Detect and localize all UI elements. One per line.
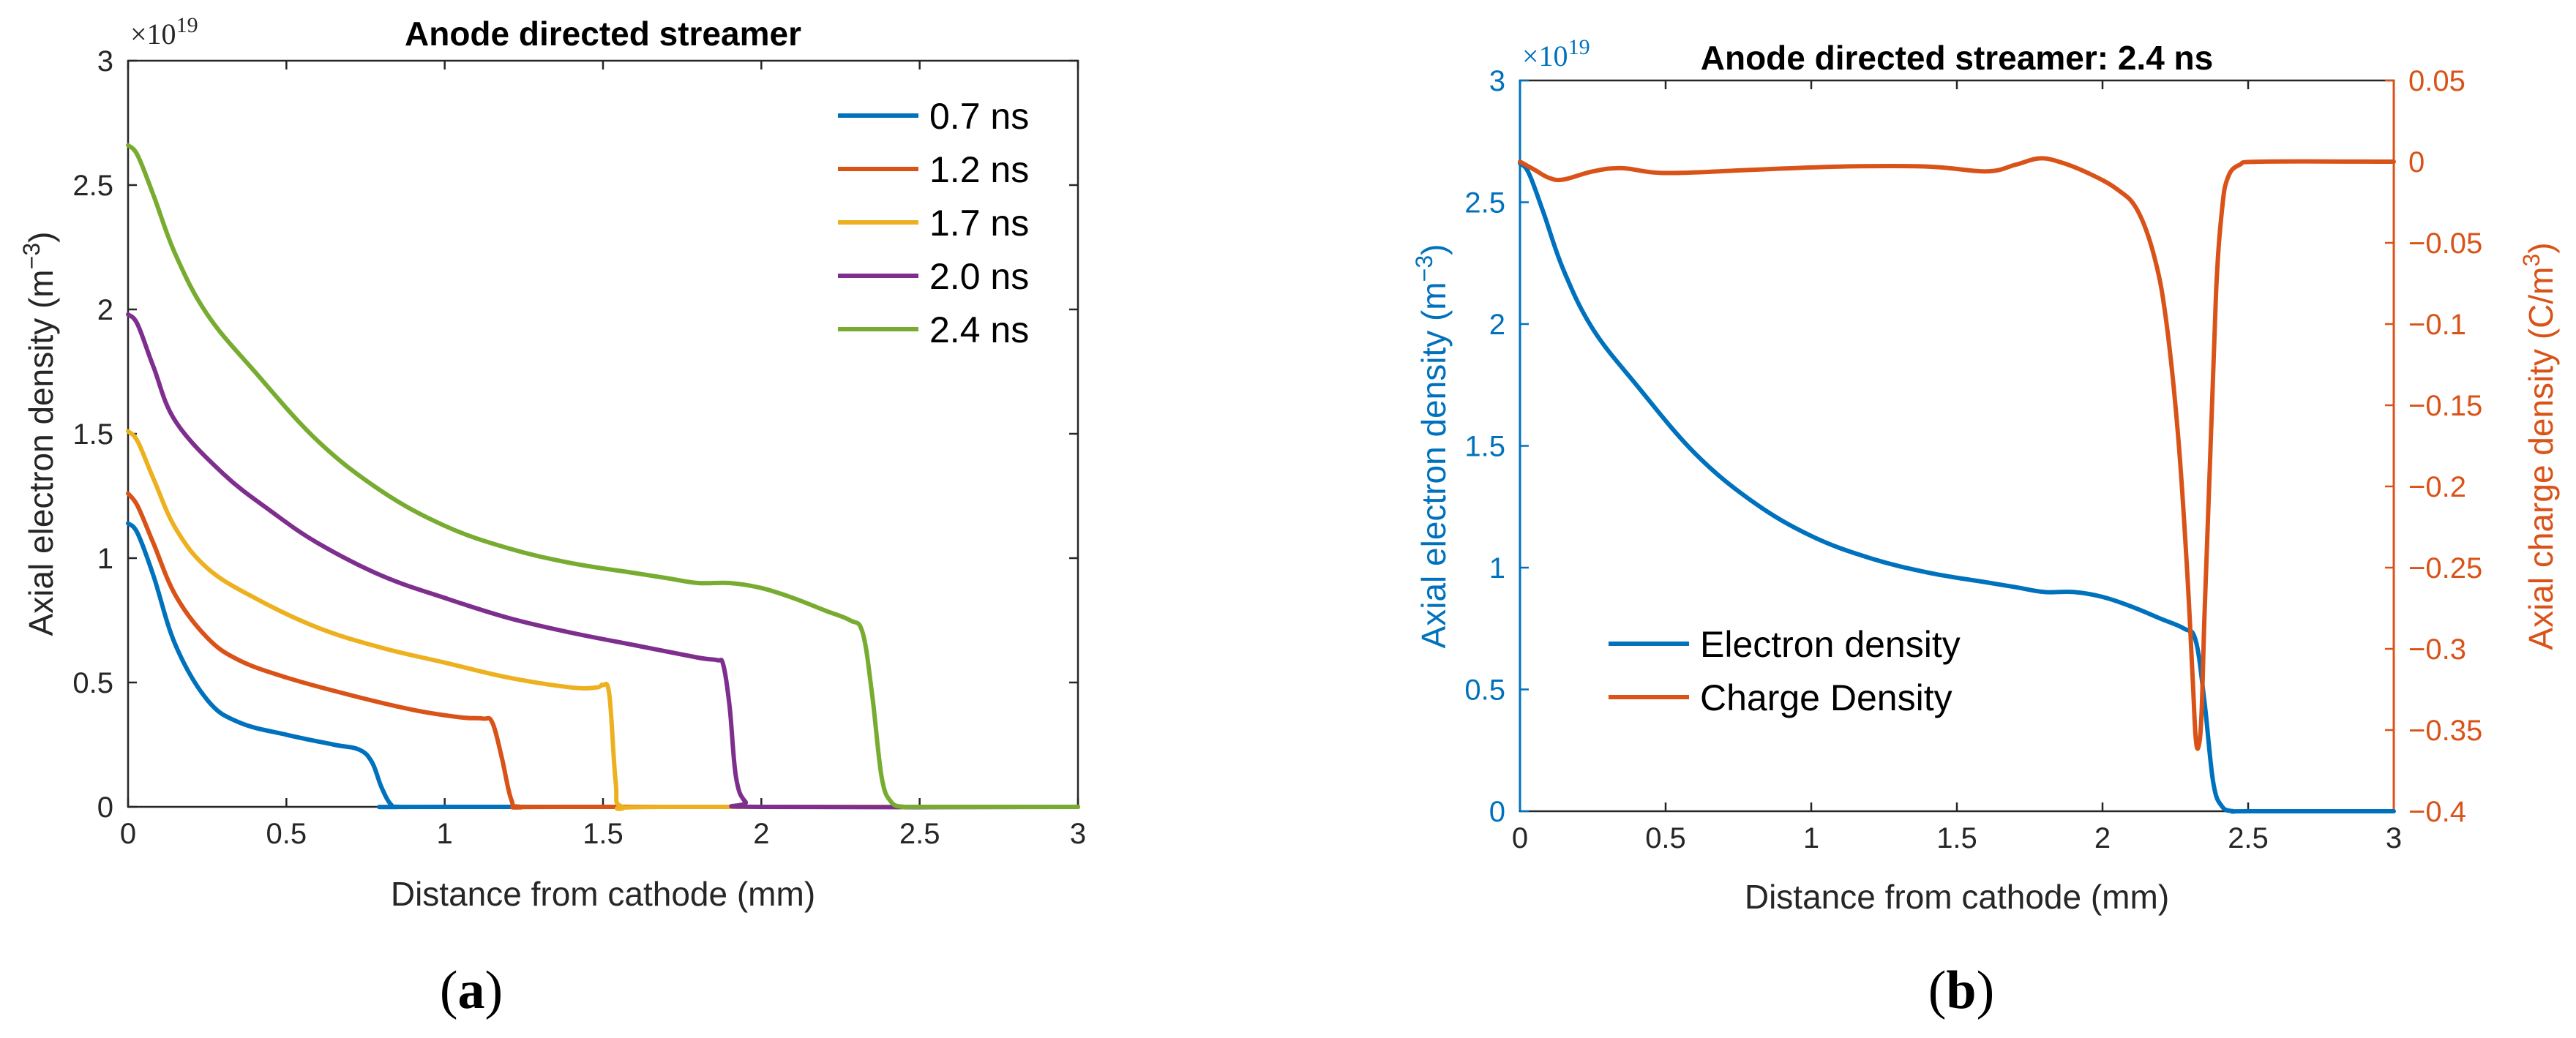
y2-tick-label: −0.35	[2408, 715, 2482, 747]
y-tick-label: 2.5	[1464, 187, 1505, 219]
legend-label-2-0-ns: 2.0 ns	[929, 256, 1029, 297]
panel-a-x-axis-label: Distance from cathode (mm)	[391, 875, 815, 913]
panel-b-axes-box	[1519, 79, 2395, 813]
legend-label-charge-density: Charge Density	[1700, 677, 1952, 718]
x-tick-label: 2.5	[2228, 822, 2269, 854]
panel-b-caption: (b)	[1928, 960, 1994, 1020]
y-tick-label: 2	[97, 294, 113, 326]
legend-label-1-2-ns: 1.2 ns	[929, 149, 1029, 190]
y-tick-label: 0.5	[1464, 674, 1505, 707]
panel-b-x-axis-label: Distance from cathode (mm)	[1745, 878, 2169, 916]
y-tick-label: 2.5	[72, 170, 113, 202]
legend-label-0-7-ns: 0.7 ns	[929, 96, 1029, 137]
x-tick-label: 0.5	[1645, 822, 1686, 854]
x-tick-label: 2.5	[899, 818, 940, 850]
legend-label-2-4-ns: 2.4 ns	[929, 309, 1029, 350]
y2-tick-label: −0.2	[2408, 471, 2466, 503]
panel-b-series	[1518, 156, 2396, 814]
y2-tick-label: −0.15	[2408, 390, 2482, 422]
y2-tick-label: −0.1	[2408, 309, 2466, 341]
x-tick-label: 1	[1803, 822, 1819, 854]
series-line-electron-density	[1518, 161, 2396, 814]
panel-b-legend: Electron density Charge Density	[1609, 624, 1961, 718]
series-line-charge-density	[1518, 156, 2396, 751]
y-tick-label: 3	[1489, 65, 1505, 97]
y-tick-label: 2	[1489, 309, 1505, 341]
panel-a-axes-box	[127, 59, 1079, 808]
y2-tick-label: −0.4	[2408, 796, 2466, 828]
series-line-2-4-ns	[126, 143, 1080, 810]
x-tick-label: 2	[753, 818, 769, 850]
panel-a: 0 0.5 1 1.5 2 2.5 3 0 0.5 1 1.5 2 2.5 3 Anode directe…	[18, 13, 1086, 1021]
panel-b-right-axis-label: Axial charge density (C/m3)	[2518, 242, 2560, 650]
series-line-0-7-ns	[126, 521, 1080, 810]
x-tick-label: 1.5	[583, 818, 624, 850]
panel-a-series	[126, 143, 1080, 811]
x-tick-label: 2	[2094, 822, 2111, 854]
y-tick-label: 1.5	[72, 418, 113, 451]
series-line-1-7-ns	[126, 429, 1080, 811]
y-tick-label: 1	[1489, 552, 1505, 584]
series-line-1-2-ns	[126, 491, 1080, 810]
x-tick-label: 3	[2386, 822, 2402, 854]
panel-a-y-multiplier: ×1019	[130, 13, 198, 51]
y-tick-label: 1	[97, 543, 113, 575]
panel-a-legend: 0.7 ns 1.2 ns 1.7 ns 2.0 ns 2.4 ns	[838, 96, 1029, 350]
y-tick-label: 3	[97, 45, 113, 78]
y2-tick-label: −0.3	[2408, 633, 2466, 666]
panel-b-left-axis-label: Axial electron density (m−3)	[1411, 244, 1453, 649]
y2-tick-label: 0.05	[2408, 65, 2465, 97]
panel-b-title: Anode directed streamer: 2.4 ns	[1701, 39, 2213, 77]
y-tick-label: 0	[1489, 796, 1505, 828]
series-line-2-0-ns	[126, 312, 1080, 810]
y2-tick-label: −0.25	[2408, 552, 2482, 584]
x-tick-label: 0.5	[266, 818, 307, 850]
y-tick-label: 0	[97, 791, 113, 824]
panel-a-y-axis-label: Axial electron density (m−3)	[18, 232, 60, 636]
legend-label-1-7-ns: 1.7 ns	[929, 203, 1029, 244]
x-tick-label: 1.5	[1936, 822, 1977, 854]
y-tick-label: 1.5	[1464, 431, 1505, 463]
x-tick-label: 0	[120, 818, 136, 850]
panel-b-y-multiplier: ×1019	[1522, 35, 1590, 73]
legend-label-electron-density: Electron density	[1700, 624, 1961, 665]
y-tick-label: 0.5	[72, 667, 113, 699]
x-tick-label: 1	[437, 818, 453, 850]
x-tick-label: 3	[1070, 818, 1086, 850]
y2-tick-label: −0.05	[2408, 227, 2482, 260]
x-tick-label: 0	[1512, 822, 1528, 854]
panel-a-title: Anode directed streamer	[405, 15, 801, 53]
panel-a-caption: (a)	[440, 960, 503, 1020]
panel-b: 0 0.5 1 1.5 2 2.5 3 0 0.5 1 1.5 2 2.5 3 0.05 0 −0.05 −0.1…	[1411, 35, 2560, 1021]
y2-tick-label: 0	[2408, 146, 2425, 178]
panel-a-ticks: 0 0.5 1 1.5 2 2.5 3 0 0.5 1 1.5 2 2.5 3	[72, 45, 1086, 850]
